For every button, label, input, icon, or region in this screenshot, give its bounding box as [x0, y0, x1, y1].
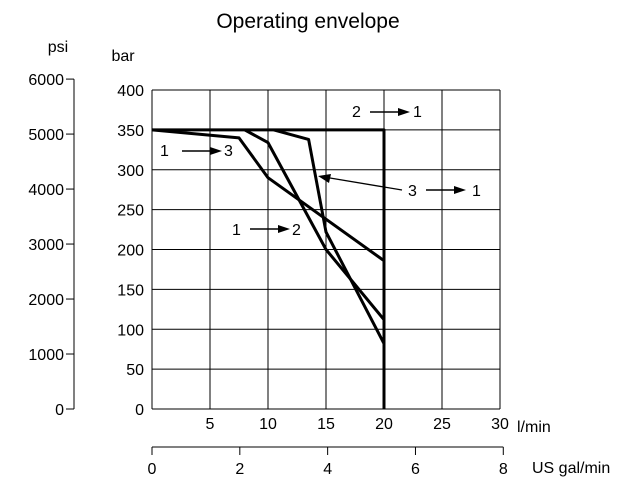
series-line-3 — [244, 128, 386, 321]
x-tick-label: 5 — [206, 416, 215, 433]
y-tick-label: 200 — [117, 243, 144, 260]
x2-axis-unit: US gal/min — [532, 460, 610, 477]
y-tick-label: 100 — [117, 322, 144, 339]
annotation-1-to-3-from: 1 — [160, 143, 169, 160]
y-tick-label: 0 — [135, 402, 144, 419]
y2-axis-unit: psi — [48, 39, 68, 56]
y2-tick-label: 3000 — [28, 237, 64, 254]
y-tick-label: 250 — [117, 203, 144, 220]
x-axis: 5 10 15 20 25 30 — [206, 416, 509, 433]
annotation-1-to-2-to: 2 — [292, 222, 301, 239]
y-tick-label: 350 — [117, 123, 144, 140]
y2-tick-label: 1000 — [28, 347, 64, 364]
annotation-1-to-2-arrowhead — [278, 225, 290, 233]
y2-tick-label: 2000 — [28, 292, 64, 309]
y2-tick-label: 5000 — [28, 127, 64, 144]
annotation-3-to-1-pointer — [329, 177, 403, 191]
x-axis-unit: l/min — [517, 419, 551, 436]
annotation-1-to-3-to: 3 — [224, 143, 233, 160]
y-axis: 0 50 100 150 200 250 300 350 400 — [117, 83, 144, 419]
annotation-3-to-1-from: 3 — [408, 183, 417, 200]
series-line-2 — [151, 128, 385, 262]
x2-axis: 0 2 4 6 8 — [148, 446, 508, 478]
series-group — [151, 128, 386, 409]
y-axis-unit: bar — [111, 48, 135, 65]
annotation-1-to-3-arrowhead — [210, 147, 222, 155]
annotation-2-to-1-to: 1 — [413, 104, 422, 121]
x-tick-label: 15 — [317, 416, 335, 433]
x2-tick-label: 2 — [235, 461, 244, 478]
series-line-4 — [273, 128, 386, 345]
y-tick-label: 300 — [117, 163, 144, 180]
y2-tick-label: 4000 — [28, 182, 64, 199]
annotation-3-to-1-pointer-head — [318, 174, 331, 183]
annotation-2-to-1: 2 1 — [352, 104, 422, 121]
annotation-1-to-2-from: 1 — [232, 222, 241, 239]
x2-tick-label: 0 — [148, 461, 157, 478]
chart-title: Operating envelope — [216, 10, 399, 33]
annotation-2-to-1-arrowhead — [398, 108, 410, 116]
y-tick-label: 50 — [126, 362, 144, 379]
y-tick-label: 400 — [117, 83, 144, 100]
annotation-1-to-2: 1 2 — [232, 222, 301, 239]
x-tick-label: 25 — [433, 416, 451, 433]
x2-tick-label: 8 — [499, 461, 508, 478]
y-tick-label: 150 — [117, 282, 144, 299]
x2-tick-label: 4 — [323, 461, 332, 478]
annotation-1-to-3: 1 3 — [160, 143, 233, 160]
x-tick-label: 20 — [375, 416, 393, 433]
x-tick-label: 30 — [491, 416, 509, 433]
annotation-2-to-1-from: 2 — [352, 104, 361, 121]
series-line-1 — [152, 128, 386, 409]
y2-axis: 0 1000 2000 3000 4000 5000 6000 — [28, 72, 75, 419]
y2-tick-label: 0 — [55, 402, 64, 419]
annotation-3-to-1-to: 1 — [472, 183, 481, 200]
annotation-3-to-1-arrowhead — [454, 186, 466, 194]
y2-tick-label: 6000 — [28, 72, 64, 89]
x2-tick-label: 6 — [411, 461, 420, 478]
x-tick-label: 10 — [259, 416, 277, 433]
annotation-3-to-1: 3 1 — [318, 174, 481, 200]
